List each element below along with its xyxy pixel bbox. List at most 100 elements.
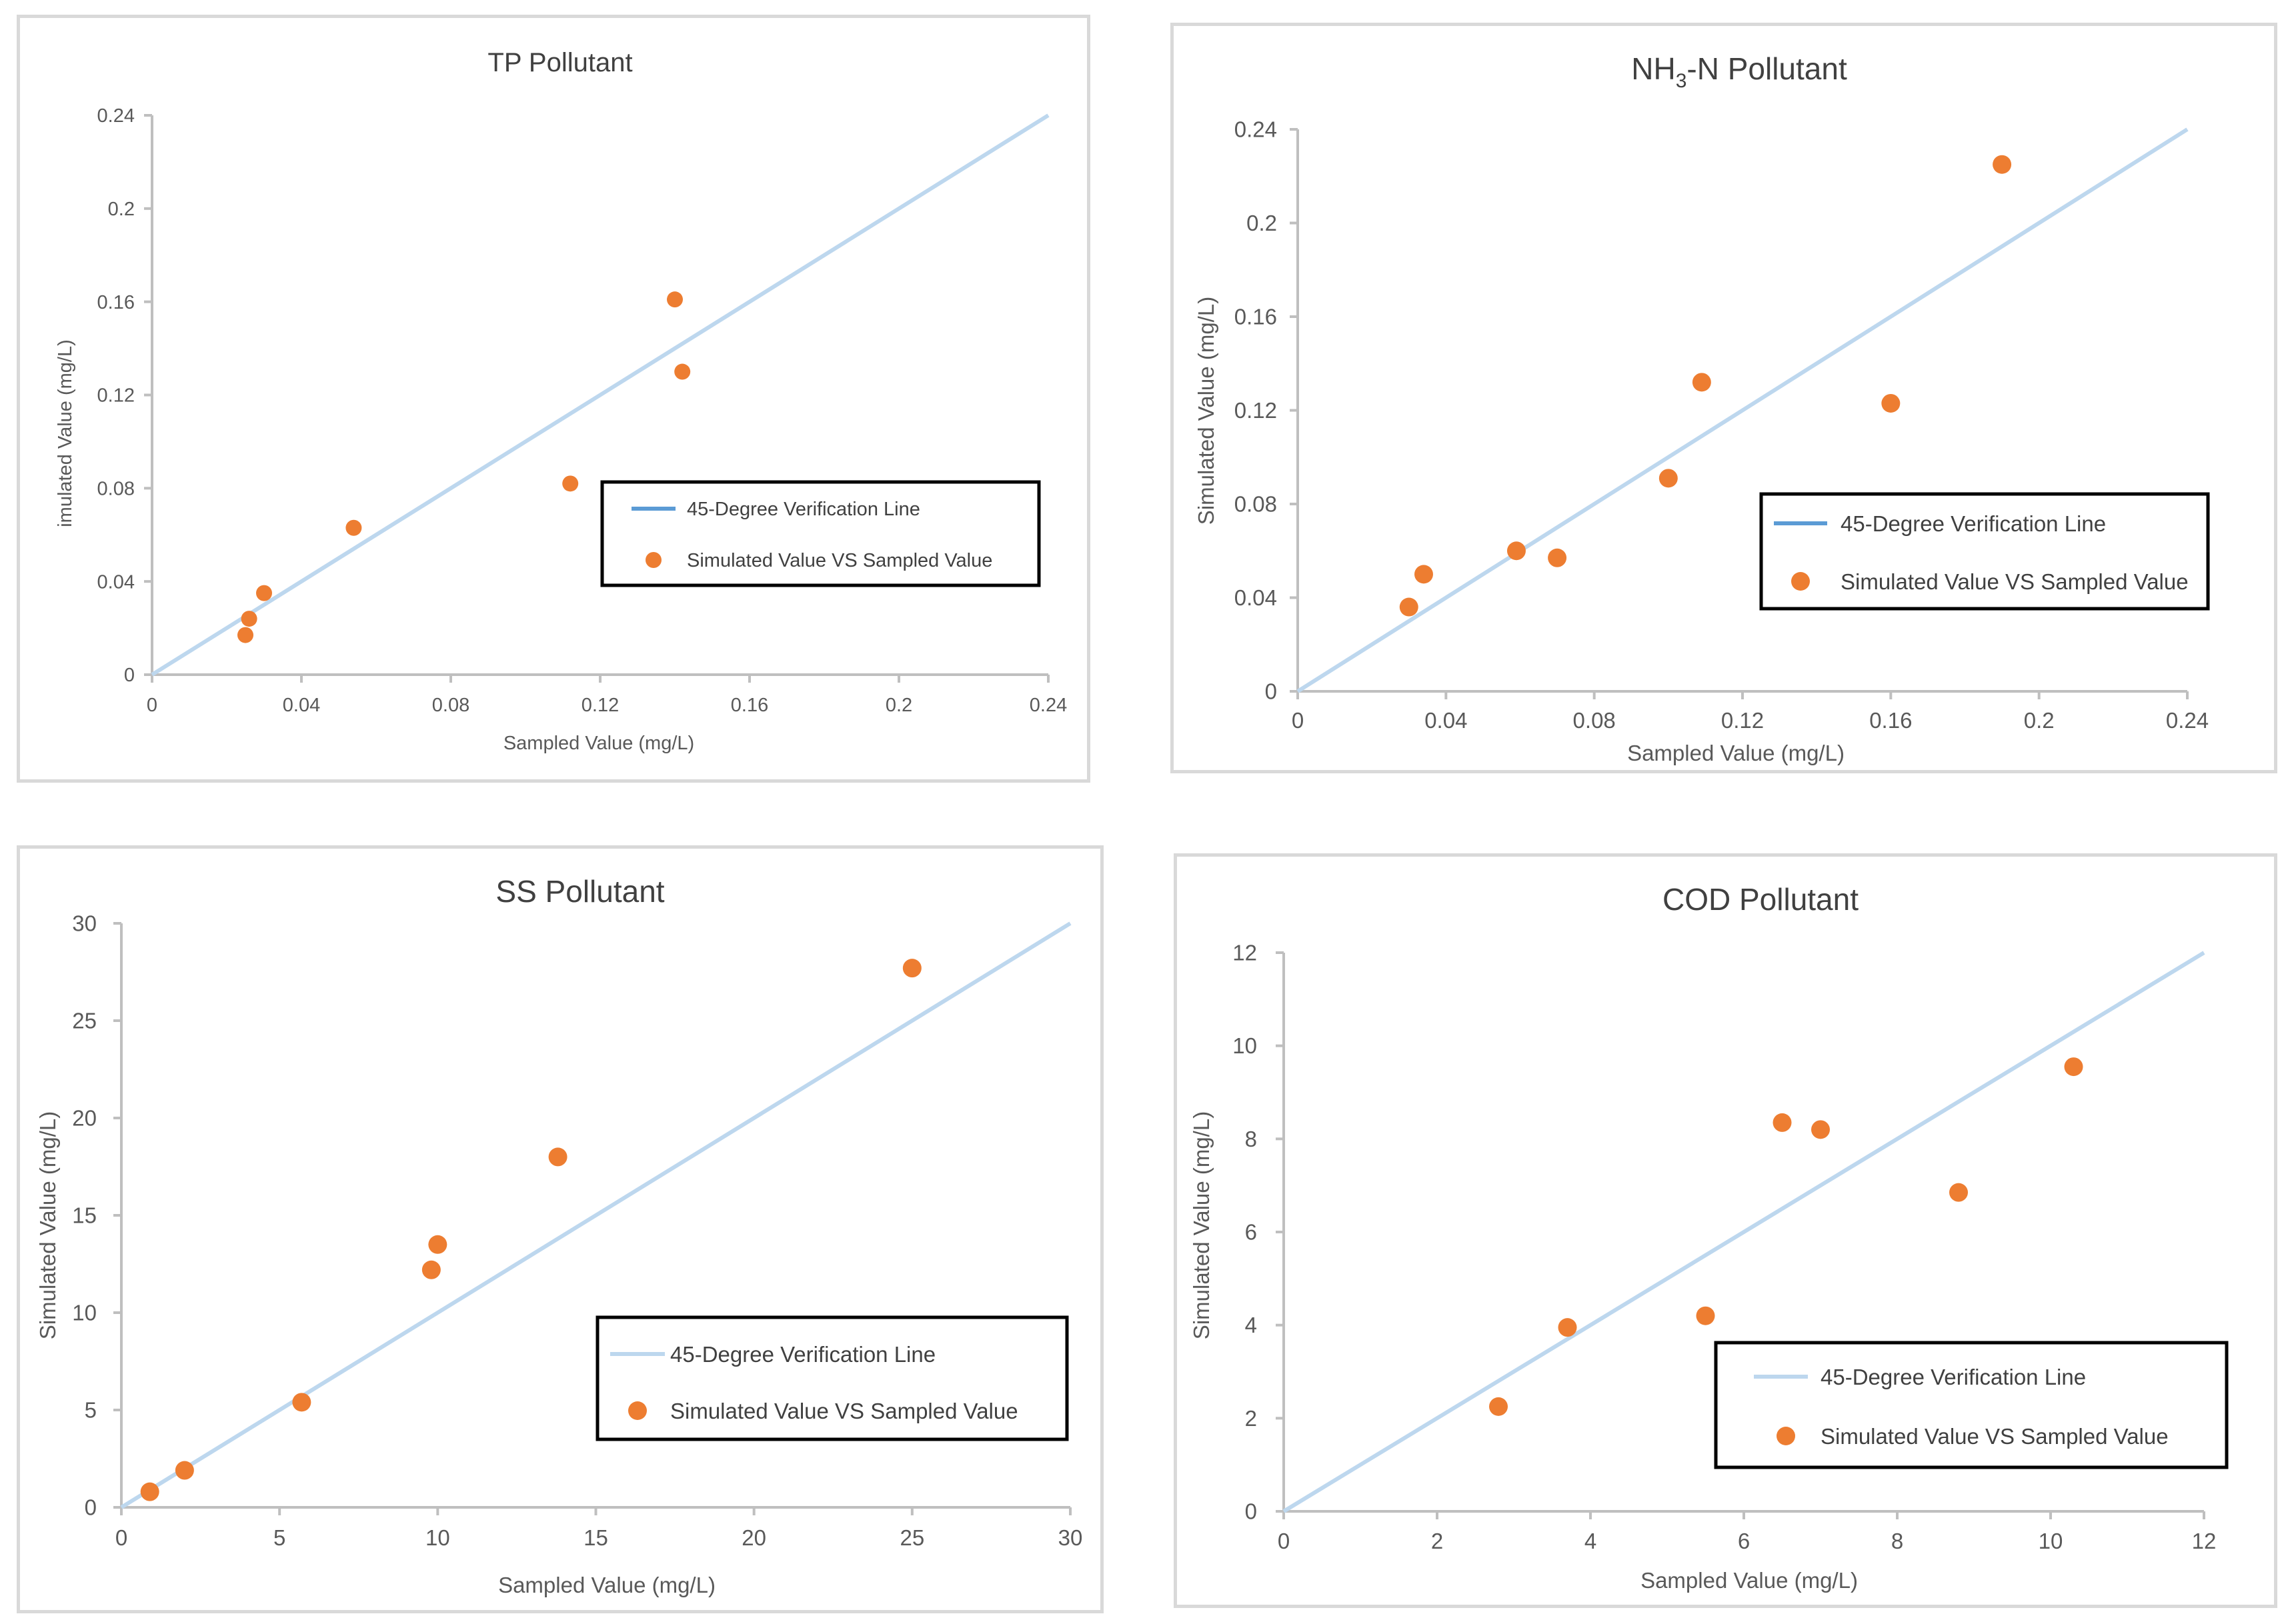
y-tick-label: 4 <box>1245 1313 1257 1337</box>
data-point <box>1696 1306 1715 1325</box>
x-tick-label: 0.24 <box>2166 708 2209 733</box>
data-point <box>175 1461 194 1480</box>
data-point <box>1558 1318 1577 1337</box>
verification-line <box>1282 951 2205 1513</box>
y-axis-title: Simulated Value (mg/L) <box>1194 297 1218 525</box>
legend-line-label: 45-Degree Verification Line <box>1821 1365 2086 1389</box>
data-point <box>1881 393 1901 413</box>
data-point <box>256 585 272 601</box>
legend-box <box>600 480 1041 587</box>
data-point <box>292 1393 311 1412</box>
chart-ss: SS Pollutant 0 5 10 15 20 25 30 0 5 10 15 20 25 30 Sa… <box>35 874 1082 1597</box>
y-tick-label: 15 <box>72 1203 97 1228</box>
x-tick-label: 2 <box>1431 1529 1443 1553</box>
x-tick-label: 10 <box>2039 1529 2063 1553</box>
data-point <box>237 627 253 643</box>
x-tick-label: 0 <box>147 695 157 716</box>
y-tick-label: 0 <box>85 1495 97 1520</box>
y-tick-label: 12 <box>1232 941 1257 965</box>
data-point <box>1658 469 1678 488</box>
plot-area: 0 0.04 0.08 0.12 0.16 0.2 0.24 0 0.04 0.08 0.12 0.1… <box>97 105 1068 716</box>
legend-line-label: 45-Degree Verification Line <box>670 1342 936 1367</box>
legend-line-label: 45-Degree Verification Line <box>1841 511 2106 536</box>
y-tick-label: 10 <box>72 1301 97 1325</box>
x-tick-label: 6 <box>1738 1529 1750 1553</box>
legend-points-label: Simulated Value VS Sampled Value <box>1841 569 2189 594</box>
legend-line-label: 45-Degree Verification Line <box>687 499 920 520</box>
x-tick-label: 25 <box>900 1525 924 1550</box>
x-tick-label: 0.04 <box>1424 708 1467 733</box>
verification-line <box>151 113 1050 677</box>
x-tick-label: 0.2 <box>2024 708 2055 733</box>
legend-points-label: Simulated Value VS Sampled Value <box>1821 1424 2169 1449</box>
x-tick-label: 8 <box>1891 1529 1903 1553</box>
y-tick-label: 0.08 <box>1234 492 1277 517</box>
x-tick-label: 0 <box>1292 708 1304 733</box>
chart-cod: COD Pollutant 0 2 4 6 8 10 12 0 2 4 6 8 10 12 Sampled… <box>1189 882 2229 1593</box>
y-axis-title: imulated Value (mg/L) <box>55 339 76 527</box>
x-axis-title: Sampled Value (mg/L) <box>498 1573 716 1597</box>
data-point <box>562 475 579 492</box>
x-tick-label: 0.08 <box>432 695 469 716</box>
y-tick-label: 10 <box>1232 1033 1257 1058</box>
y-tick-label: 25 <box>72 1009 97 1033</box>
y-tick-label: 6 <box>1245 1220 1257 1245</box>
chart-nh3n: NH3-N Pollutant 0 0.04 0.08 0.12 0.16 0.2 0.24… <box>1194 51 2210 765</box>
plot-area: 0 2 4 6 8 10 12 0 2 4 6 8 10 12 <box>1232 941 2216 1553</box>
data-point <box>1773 1113 1792 1132</box>
data-point <box>2064 1057 2083 1077</box>
data-point <box>548 1147 567 1167</box>
legend-points-label: Simulated Value VS Sampled Value <box>670 1399 1018 1423</box>
y-tick-label: 0.24 <box>1234 117 1277 142</box>
chart-tp: TP Pollutant 0 0.04 0.08 0.12 0.16 0.2 0.24 0 0.… <box>55 48 1068 754</box>
data-point <box>1414 565 1433 584</box>
x-tick-label: 0.16 <box>731 695 768 716</box>
x-tick-label: 0.24 <box>1030 695 1067 716</box>
y-axis-title: Simulated Value (mg/L) <box>35 1111 60 1339</box>
x-tick-label: 10 <box>425 1525 450 1550</box>
x-tick-label: 4 <box>1584 1529 1596 1553</box>
legend-point-swatch <box>1791 572 1810 591</box>
x-tick-label: 0.08 <box>1573 708 1616 733</box>
y-tick-label: 0.08 <box>97 478 135 499</box>
x-tick-label: 0 <box>115 1525 127 1550</box>
y-tick-label: 2 <box>1245 1406 1257 1431</box>
data-point <box>1489 1397 1508 1416</box>
legend-point-swatch <box>1777 1427 1795 1445</box>
chart-title: COD Pollutant <box>1662 882 1859 917</box>
verification-line <box>120 921 1072 1509</box>
x-axis-title: Sampled Value (mg/L) <box>1627 741 1845 765</box>
y-tick-label: 0.16 <box>1234 305 1277 329</box>
x-axis-title: Sampled Value (mg/L) <box>1640 1568 1858 1593</box>
legend-box <box>1714 1341 2229 1469</box>
legend: 45-Degree Verification Line Simulated Va… <box>596 1315 1069 1441</box>
x-tick-label: 15 <box>584 1525 608 1550</box>
x-tick-label: 20 <box>742 1525 766 1550</box>
y-axis-title: Simulated Value (mg/L) <box>1189 1111 1214 1339</box>
data-point <box>428 1235 447 1254</box>
legend-points-label: Simulated Value VS Sampled Value <box>687 550 992 571</box>
x-tick-label: 0 <box>1278 1529 1290 1553</box>
legend-point-swatch <box>628 1401 647 1420</box>
y-tick-label: 0 <box>124 665 135 686</box>
y-tick-label: 0.2 <box>108 199 135 220</box>
chart-panel-cod: COD Pollutant 0 2 4 6 8 10 12 0 2 4 6 8 10 12 Sampled… <box>1174 853 2277 1608</box>
y-tick-label: 0.24 <box>97 105 135 127</box>
legend: 45-Degree Verification Line Simulated Va… <box>600 480 1041 587</box>
data-point <box>1949 1183 1968 1202</box>
y-tick-label: 0 <box>1265 679 1277 704</box>
chart-title: SS Pollutant <box>495 874 664 909</box>
data-point <box>902 959 922 978</box>
legend-point-swatch <box>646 552 662 568</box>
x-tick-label: 0.2 <box>886 695 912 716</box>
data-point <box>674 363 691 380</box>
data-point <box>140 1482 159 1501</box>
chart-panel-ss: SS Pollutant 0 5 10 15 20 25 30 0 5 10 15 20 25 30 Sa… <box>17 845 1104 1613</box>
y-tick-label: 0 <box>1245 1499 1257 1524</box>
data-point <box>1811 1120 1830 1139</box>
data-point <box>241 611 257 627</box>
legend-box <box>1759 492 2210 611</box>
chart-title: NH3-N Pollutant <box>1631 51 1847 92</box>
y-tick-label: 0.2 <box>1246 211 1277 235</box>
data-point <box>1993 155 2012 174</box>
